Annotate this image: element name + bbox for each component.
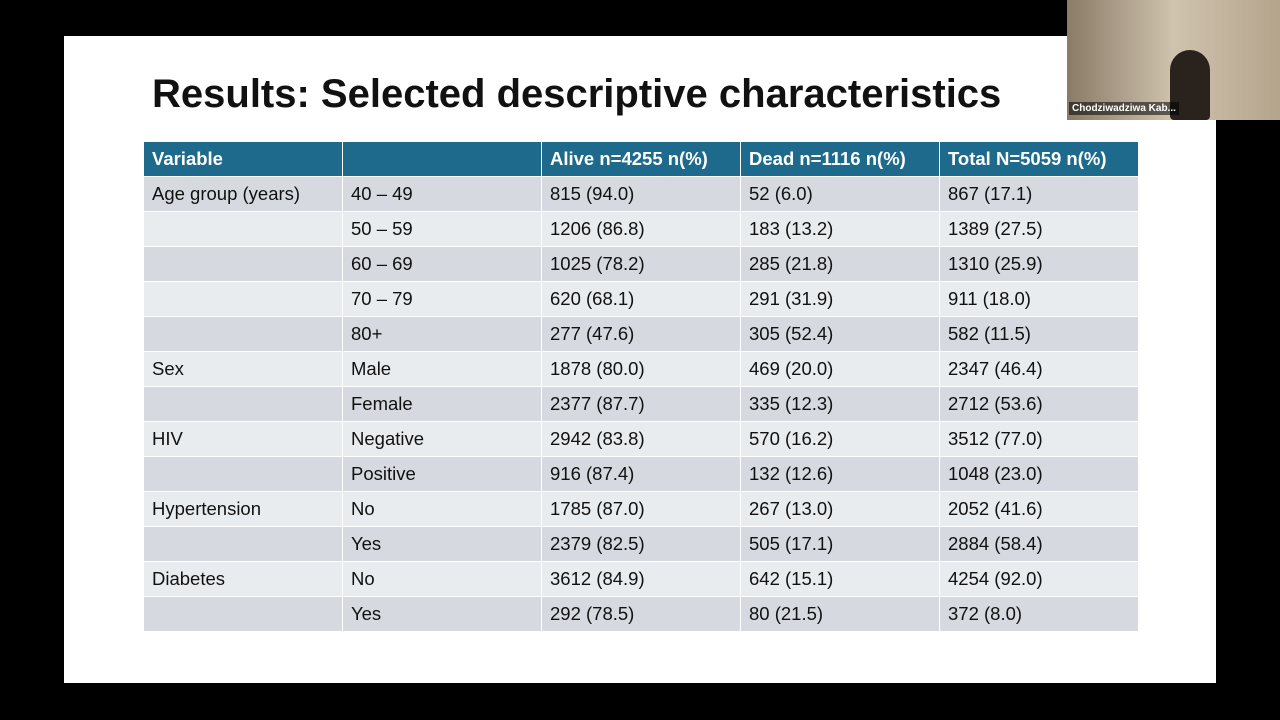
table-cell: 2347 (46.4) (939, 351, 1139, 387)
table-cell: Yes (342, 596, 542, 632)
table-cell: 1389 (27.5) (939, 211, 1139, 247)
table-cell: 277 (47.6) (541, 316, 741, 352)
table-cell: 3612 (84.9) (541, 561, 741, 597)
table-cell: 50 – 59 (342, 211, 542, 247)
table-row: Female 2377 (87.7) 335 (12.3) 2712 (53.6) (143, 386, 1139, 422)
table-cell: Positive (342, 456, 542, 492)
table-cell: 1206 (86.8) (541, 211, 741, 247)
table-cell: 183 (13.2) (740, 211, 940, 247)
table-cell: Negative (342, 421, 542, 457)
table-cell (143, 281, 343, 317)
table-cell: Yes (342, 526, 542, 562)
table-cell: 40 – 49 (342, 176, 542, 212)
table-cell: 505 (17.1) (740, 526, 940, 562)
table-cell: HIV (143, 421, 343, 457)
table-cell: 1048 (23.0) (939, 456, 1139, 492)
participant-name: Chodziwadziwa Kab... (1069, 102, 1179, 115)
table-row: Yes 2379 (82.5) 505 (17.1) 2884 (58.4) (143, 526, 1139, 562)
table-cell: 916 (87.4) (541, 456, 741, 492)
table-cell: 620 (68.1) (541, 281, 741, 317)
header-cell: Alive n=4255 n(%) (541, 141, 741, 177)
table-cell: 335 (12.3) (740, 386, 940, 422)
table-cell: 1025 (78.2) (541, 246, 741, 282)
table-cell: 2379 (82.5) (541, 526, 741, 562)
table-cell (143, 246, 343, 282)
table-row: Age group (years) 40 – 49 815 (94.0) 52 (6.… (143, 176, 1139, 212)
table-row: Sex Male 1878 (80.0) 469 (20.0) 2347 (46.4) (143, 351, 1139, 387)
table-cell: 2712 (53.6) (939, 386, 1139, 422)
table-row: Diabetes No 3612 (84.9) 642 (15.1) 4254 (92.… (143, 561, 1139, 597)
table-cell (143, 526, 343, 562)
header-row: Variable Alive n=4255 n(%) Dead n=1116 n… (143, 141, 1139, 177)
header-cell (342, 141, 542, 177)
table-cell (143, 211, 343, 247)
table-cell: 867 (17.1) (939, 176, 1139, 212)
table-cell: 1310 (25.9) (939, 246, 1139, 282)
table-row: Positive 916 (87.4) 132 (12.6) 1048 (23.0) (143, 456, 1139, 492)
header-cell: Dead n=1116 n(%) (740, 141, 940, 177)
table-cell: 911 (18.0) (939, 281, 1139, 317)
table-cell: 1878 (80.0) (541, 351, 741, 387)
table-row: 60 – 69 1025 (78.2) 285 (21.8) 1310 (25.9) (143, 246, 1139, 282)
table-cell: No (342, 491, 542, 527)
table-cell: 372 (8.0) (939, 596, 1139, 632)
header-cell: Variable (143, 141, 343, 177)
table-cell: Diabetes (143, 561, 343, 597)
table-cell: 285 (21.8) (740, 246, 940, 282)
table-cell: 582 (11.5) (939, 316, 1139, 352)
table-cell: Female (342, 386, 542, 422)
table-cell: 132 (12.6) (740, 456, 940, 492)
table-row: 70 – 79 620 (68.1) 291 (31.9) 911 (18.0) (143, 281, 1139, 317)
table-row: 80+ 277 (47.6) 305 (52.4) 582 (11.5) (143, 316, 1139, 352)
table-cell: 4254 (92.0) (939, 561, 1139, 597)
table-cell: Hypertension (143, 491, 343, 527)
table-cell (143, 596, 343, 632)
table-cell: 52 (6.0) (740, 176, 940, 212)
table-row: HIV Negative 2942 (83.8) 570 (16.2) 3512 (77… (143, 421, 1139, 457)
table-cell: 292 (78.5) (541, 596, 741, 632)
header-cell: Total N=5059 n(%) (939, 141, 1139, 177)
table-cell: 80+ (342, 316, 542, 352)
table-cell: 2884 (58.4) (939, 526, 1139, 562)
table-cell: Sex (143, 351, 343, 387)
table-cell: 815 (94.0) (541, 176, 741, 212)
table-row: Yes 292 (78.5) 80 (21.5) 372 (8.0) (143, 596, 1139, 632)
table-cell: 2942 (83.8) (541, 421, 741, 457)
table-cell: 3512 (77.0) (939, 421, 1139, 457)
results-table: Variable Alive n=4255 n(%) Dead n=1116 n… (143, 141, 1139, 632)
table-cell: 60 – 69 (342, 246, 542, 282)
table-row: Hypertension No 1785 (87.0) 267 (13.0) 2052 … (143, 491, 1139, 527)
table-cell: 2052 (41.6) (939, 491, 1139, 527)
table-cell: 291 (31.9) (740, 281, 940, 317)
table-cell: 267 (13.0) (740, 491, 940, 527)
table-cell (143, 386, 343, 422)
table-cell: 570 (16.2) (740, 421, 940, 457)
table-cell (143, 316, 343, 352)
table-cell: Male (342, 351, 542, 387)
table-cell (143, 456, 343, 492)
table-cell: 1785 (87.0) (541, 491, 741, 527)
table-cell: 70 – 79 (342, 281, 542, 317)
table-cell: 80 (21.5) (740, 596, 940, 632)
table-cell: 305 (52.4) (740, 316, 940, 352)
table-cell: Age group (years) (143, 176, 343, 212)
table-cell: No (342, 561, 542, 597)
table-row: 50 – 59 1206 (86.8) 183 (13.2) 1389 (27.5) (143, 211, 1139, 247)
table-cell: 642 (15.1) (740, 561, 940, 597)
slide-title: Results: Selected descriptive characteri… (152, 72, 1002, 116)
table-body: Age group (years) 40 – 49 815 (94.0) 52 (6.… (143, 176, 1139, 632)
table-cell: 2377 (87.7) (541, 386, 741, 422)
slide: Results: Selected descriptive characteri… (64, 36, 1216, 683)
table-cell: 469 (20.0) (740, 351, 940, 387)
